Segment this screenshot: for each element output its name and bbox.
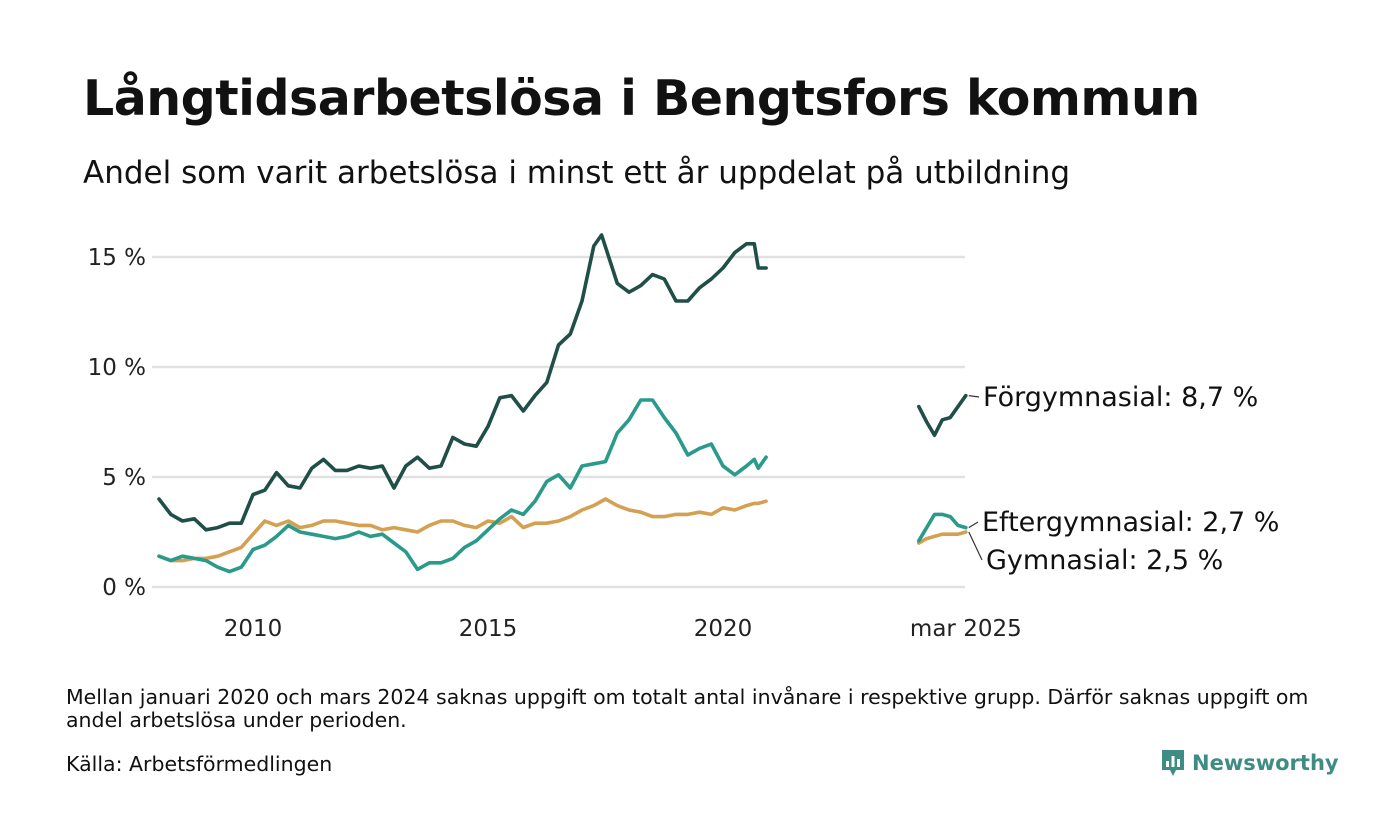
series-end-label-gymnasial: Gymnasial: 2,5 % <box>986 545 1223 576</box>
newsworthy-logo-text: Newsworthy <box>1192 751 1339 775</box>
label-leader-line <box>968 531 983 561</box>
x-tick-label: 2020 <box>694 616 753 642</box>
chart-title: Långtidsarbetslösa i Bengtsfors kommun <box>83 70 1200 127</box>
series-end-label-eftergymnasial: Eftergymnasial: 2,7 % <box>982 507 1279 538</box>
y-tick-label: 5 % <box>102 465 146 491</box>
series-line-eftergymnasial <box>916 512 968 543</box>
series-line-gymnasial <box>157 497 768 563</box>
series-end-label-förgymnasial: Förgymnasial: 8,7 % <box>983 382 1258 413</box>
x-tick-label: 2015 <box>459 616 518 642</box>
newsworthy-logo: Newsworthy <box>1160 748 1339 778</box>
series-lines <box>157 233 968 574</box>
y-tick-label: 10 % <box>88 355 146 381</box>
series-line-förgymnasial <box>157 233 768 532</box>
x-tick-label: mar 2025 <box>910 616 1022 642</box>
series-end-labels: Förgymnasial: 8,7 % Eftergymnasial: 2,7 %… <box>968 382 1279 576</box>
footnote: Mellan januari 2020 och mars 2024 saknas… <box>66 685 1309 732</box>
y-tick-label: 0 % <box>102 575 146 601</box>
label-leader-line <box>968 521 979 529</box>
x-tick-label: 2010 <box>224 616 283 642</box>
x-axis-ticks: 2010 2015 2020 mar 2025 <box>224 616 1022 642</box>
label-leader-line <box>968 395 980 398</box>
gridlines <box>152 255 965 589</box>
series-line-gymnasial <box>916 530 968 545</box>
source-note: Källa: Arbetsförmedlingen <box>66 752 333 776</box>
chart-subtitle: Andel som varit arbetslösa i minst ett å… <box>83 155 1071 191</box>
series-line-eftergymnasial <box>157 398 768 574</box>
line-chart: 0 % 5 % 10 % 15 % 2010 2015 2020 mar 2025 Förg… <box>88 233 1279 642</box>
y-tick-label: 15 % <box>88 245 146 271</box>
newsworthy-logo-icon <box>1162 750 1184 776</box>
y-axis-ticks: 0 % 5 % 10 % 15 % <box>88 245 146 601</box>
series-line-förgymnasial <box>916 393 968 438</box>
